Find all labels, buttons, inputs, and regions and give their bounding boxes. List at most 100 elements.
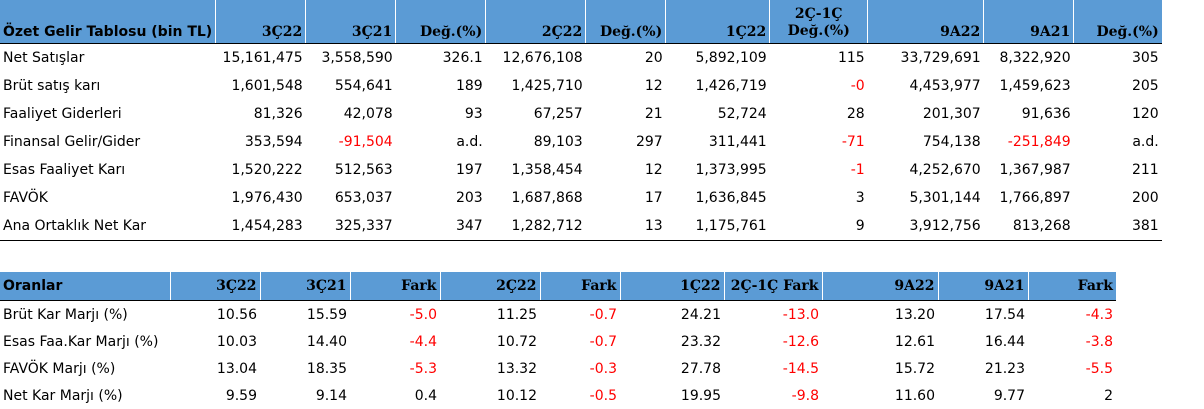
- table-cell: 197: [455, 162, 483, 178]
- col-header-change-qoq: Değ.(%): [585, 0, 666, 44]
- table-cell: 15.59: [306, 306, 347, 323]
- table-cell: 33,729,691: [900, 50, 981, 66]
- income-row: Finansal Gelir/Gider 353,594 -91,504 a.d. 89…: [0, 128, 1162, 156]
- ratio-col-header-3q21: 3Ç21: [259, 272, 350, 301]
- row-label: Finansal Gelir/Gider: [3, 134, 141, 150]
- income-row: Net Satışlar 15,161,475 3,558,590 326.1 12,6…: [0, 44, 1162, 73]
- table-cell: 8,322,920: [999, 50, 1071, 66]
- table-cell: 12: [644, 78, 663, 94]
- table-cell: 13.32: [496, 360, 537, 377]
- table-cell: 18.35: [306, 360, 347, 377]
- col-header-9m21: 9A21: [983, 0, 1074, 44]
- table-cell: 19.95: [680, 387, 721, 404]
- table-cell: 1,766,897: [999, 190, 1071, 206]
- table-cell: 512,563: [334, 162, 393, 178]
- table-cell: -0: [850, 78, 865, 94]
- table-cell: 3,558,590: [321, 50, 393, 66]
- table-cell: 13.04: [216, 360, 257, 377]
- table-cell: 1,373,995: [695, 162, 767, 178]
- table-cell: -12.6: [782, 333, 819, 350]
- col-header-change-yoy: Değ.(%): [395, 0, 486, 44]
- table-cell: 201,307: [922, 106, 981, 122]
- ratio-col-header-9m22: 9A22: [821, 272, 938, 301]
- table-cell: 42,078: [343, 106, 393, 122]
- table-cell: 23.32: [680, 333, 721, 350]
- table-cell: 1,601,548: [231, 78, 303, 94]
- table-cell: 1,358,454: [511, 162, 583, 178]
- table-cell: 1,425,710: [511, 78, 583, 94]
- table-cell: 1,426,719: [695, 78, 767, 94]
- table-cell: -4.3: [1085, 306, 1113, 323]
- row-label: Net Kar Marjı (%): [3, 387, 123, 404]
- col-header-2q-1q-bottom: Değ.(%): [787, 23, 850, 39]
- ratio-col-header-9m21: 9A21: [937, 272, 1028, 301]
- table-cell: 12.61: [894, 333, 935, 350]
- ratio-col-header-diff-yoy: Fark: [349, 272, 440, 301]
- col-header-3q21: 3Ç21: [305, 0, 396, 44]
- table-cell: 1,175,761: [665, 212, 770, 241]
- col-header-2q-1q-top: 2Ç-1Ç: [794, 6, 843, 22]
- table-cell: 17.54: [984, 306, 1025, 323]
- table-cell: 325,337: [305, 212, 396, 241]
- table-cell: 28: [846, 106, 865, 122]
- table-cell: 203: [455, 190, 483, 206]
- table-cell: 4,453,977: [909, 78, 981, 94]
- table-cell: 311,441: [708, 134, 767, 150]
- table-cell: -9.8: [791, 387, 819, 404]
- table-cell: 0.4: [414, 387, 437, 404]
- income-header-title: Özet Gelir Tablosu (bin TL): [0, 0, 216, 44]
- table-cell: 4,252,670: [909, 162, 981, 178]
- ratio-col-header-diff-qoq: Fark: [539, 272, 620, 301]
- row-label: Esas Faaliyet Karı: [3, 162, 126, 178]
- col-header-1q22: 1Ç22: [665, 0, 770, 44]
- table-cell: 10.72: [496, 333, 537, 350]
- table-cell: 1,976,430: [231, 190, 303, 206]
- row-label: FAVÖK: [3, 190, 48, 206]
- ratio-table-header: Oranlar 3Ç22 3Ç21 Fark 2Ç22 Fark 1Ç22 2Ç…: [0, 272, 1116, 301]
- col-header-change-9m: Değ.(%): [1073, 0, 1162, 44]
- income-row: Brüt satış karı 1,601,548 554,641 189 1,425,…: [0, 72, 1162, 100]
- ratio-col-header-3q22: 3Ç22: [169, 272, 260, 301]
- table-cell: 89,103: [533, 134, 583, 150]
- table-cell: 16.44: [984, 333, 1025, 350]
- table-cell: -14.5: [782, 360, 819, 377]
- table-cell: 653,037: [334, 190, 393, 206]
- table-cell: 2: [1104, 387, 1113, 404]
- table-cell: -0.7: [589, 306, 617, 323]
- table-cell: 1,367,987: [999, 162, 1071, 178]
- col-header-2q-1q-change: 2Ç-1Ç Değ.(%): [769, 0, 868, 44]
- table-cell: 9: [769, 212, 868, 241]
- table-cell: -5.0: [409, 306, 437, 323]
- table-cell: 3,912,756: [867, 212, 984, 241]
- table-cell: 200: [1131, 190, 1159, 206]
- table-cell: 1,282,712: [485, 212, 586, 241]
- table-cell: 10.56: [216, 306, 257, 323]
- table-cell: -91,504: [338, 134, 393, 150]
- table-cell: 21.23: [984, 360, 1025, 377]
- table-cell: 9.59: [225, 387, 257, 404]
- table-cell: 20: [644, 50, 663, 66]
- col-header-2q22: 2Ç22: [485, 0, 586, 44]
- table-cell: a.d.: [456, 134, 483, 150]
- table-cell: 353,594: [244, 134, 303, 150]
- table-cell: 297: [635, 134, 663, 150]
- table-cell: -5.5: [1085, 360, 1113, 377]
- table-cell: 9.14: [315, 387, 347, 404]
- table-cell: 17: [644, 190, 663, 206]
- table-cell: 1,636,845: [695, 190, 767, 206]
- table-cell: 24.21: [680, 306, 721, 323]
- table-cell: 326.1: [442, 50, 483, 66]
- row-label: Net Satışlar: [3, 50, 85, 66]
- table-cell: 91,636: [1021, 106, 1071, 122]
- table-cell: 554,641: [334, 78, 393, 94]
- ratio-row: Net Kar Marjı (%) 9.59 9.14 0.4 10.12 -0.5 19.…: [0, 382, 1116, 409]
- table-cell: 1,520,222: [231, 162, 303, 178]
- table-cell: -1: [850, 162, 865, 178]
- table-cell: -3.8: [1085, 333, 1113, 350]
- table-cell: 813,268: [983, 212, 1074, 241]
- table-cell: 52,724: [717, 106, 767, 122]
- table-cell: 27.78: [680, 360, 721, 377]
- income-row: Faaliyet Giderleri 81,326 42,078 93 67,257 21…: [0, 100, 1162, 128]
- row-label: FAVÖK Marjı (%): [3, 360, 116, 377]
- table-cell: 12,676,108: [502, 50, 583, 66]
